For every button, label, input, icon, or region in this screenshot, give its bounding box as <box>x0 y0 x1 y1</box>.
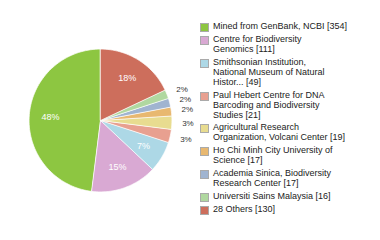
svg-text:15%: 15% <box>108 162 126 172</box>
html-text:Smithsonian Institution, Natio: Smithsonian Institution, National Museum… <box>213 57 325 87</box>
html-text:Ho Chi Minh City University of: Ho Chi Minh City University of Science [… <box>213 145 333 166</box>
svg-text:2%: 2% <box>180 95 192 104</box>
html-text:Agricultural Research Organiza: Agricultural Research Organization, Volc… <box>213 122 346 143</box>
svg-text:48%: 48% <box>42 112 60 122</box>
html-text:28 Others [130]: 28 Others [130] <box>213 203 275 214</box>
html-text:Centre for Biodiversity Genomi: Centre for Biodiversity Genomics [111] <box>213 34 302 55</box>
svg-text:3%: 3% <box>180 135 192 144</box>
svg-text:2%: 2% <box>176 85 188 94</box>
svg-text:18%: 18% <box>118 73 136 83</box>
svg-text:3%: 3% <box>182 119 194 128</box>
html-text:Universiti Sains Malaysia [16]: Universiti Sains Malaysia [16] <box>213 190 331 201</box>
svg-text:7%: 7% <box>137 141 150 151</box>
svg-text:2%: 2% <box>182 105 194 114</box>
html-text:Paul Hebert Centre for DNA Bar: Paul Hebert Centre for DNA Barcoding and… <box>213 89 325 120</box>
html-text:Academia Sinica, Biodiversity: Academia Sinica, Biodiversity Research C… <box>213 168 332 188</box>
html-text:Mined from GenBank, NCBI [354]: Mined from GenBank, NCBI [354] <box>213 21 348 32</box>
